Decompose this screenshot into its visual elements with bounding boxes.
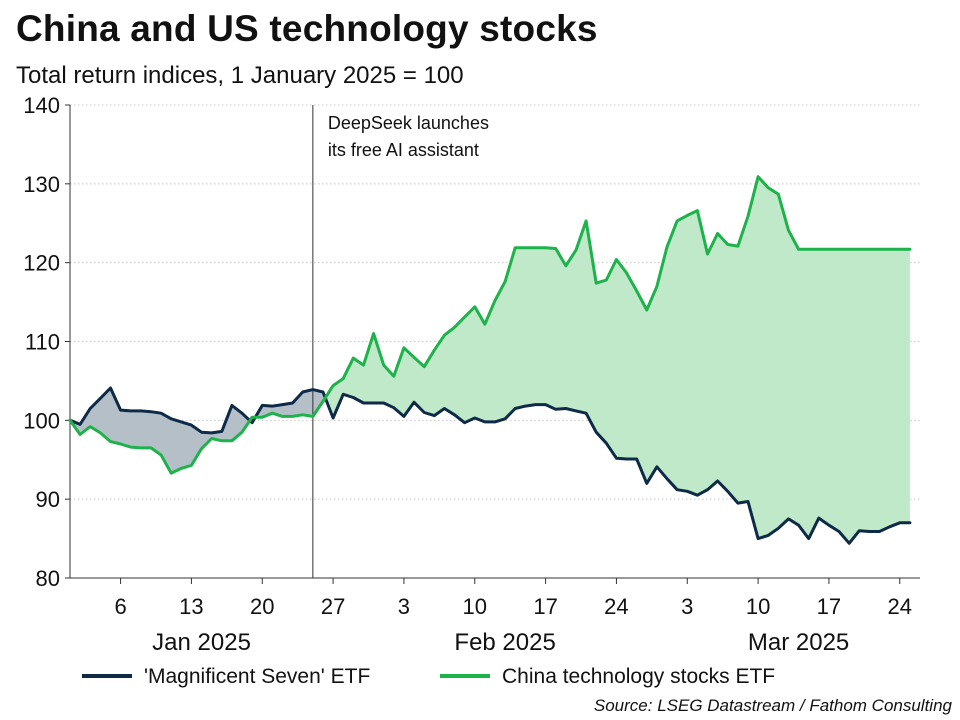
y-tick-label: 110 (25, 330, 60, 355)
month-label: Jan 2025 (152, 629, 251, 656)
legend-label-0: 'Magnificent Seven' ETF (144, 665, 370, 688)
x-tick-label: 24 (604, 594, 628, 619)
x-tick-label: 24 (888, 594, 912, 619)
x-tick-label: 3 (681, 594, 693, 619)
legend-label-1: China technology stocks ETF (502, 665, 775, 688)
y-tick-label: 140 (23, 93, 60, 118)
x-tick-label: 17 (817, 594, 841, 619)
month-label: Mar 2025 (748, 629, 849, 656)
annotation-text: DeepSeek launches (328, 113, 489, 133)
x-tick-label: 27 (321, 594, 345, 619)
chart-title: China and US technology stocks (16, 8, 598, 49)
chart-subtitle: Total return indices, 1 January 2025 = 1… (16, 62, 464, 89)
annotation-text: its free AI assistant (328, 140, 479, 160)
x-tick-label: 13 (179, 594, 203, 619)
x-tick-label: 3 (398, 594, 410, 619)
y-tick-label: 120 (23, 251, 60, 276)
source-note: Source: LSEG Datastream / Fathom Consult… (593, 696, 952, 715)
x-tick-label: 17 (533, 594, 557, 619)
y-tick-label: 100 (23, 408, 60, 433)
y-tick-label: 90 (36, 487, 60, 512)
x-tick-label: 6 (114, 594, 126, 619)
y-tick-label: 130 (23, 172, 60, 197)
x-tick-label: 10 (746, 594, 770, 619)
month-label: Feb 2025 (454, 629, 555, 656)
fill-gap-china-lead (325, 176, 910, 544)
y-tick-label: 80 (36, 566, 60, 591)
series-line-1 (68, 175, 912, 475)
x-tick-label: 20 (250, 594, 274, 619)
series-line-0 (68, 386, 912, 545)
x-tick-label: 10 (463, 594, 487, 619)
